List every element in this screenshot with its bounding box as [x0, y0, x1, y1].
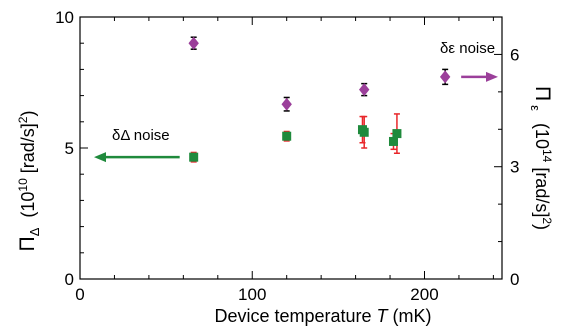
annotation-arrowhead	[486, 71, 498, 82]
y-right-tick-label: 0	[510, 270, 519, 289]
x-tick-label: 100	[238, 285, 266, 304]
plot-border	[79, 16, 503, 280]
error-bars	[190, 36, 449, 163]
data-point-diamond	[439, 70, 451, 84]
data-point-square	[388, 136, 398, 146]
annotations: δε noise δΔ noise	[94, 40, 498, 163]
x-tick-label: 0	[75, 285, 84, 304]
y-left-tick-label: 0	[65, 270, 74, 289]
y-left-tick-label: 10	[55, 8, 74, 27]
data-point-square	[282, 131, 292, 141]
annotation-arrowhead	[94, 152, 106, 163]
x-axis-label: Device temperature T (mK)	[214, 306, 431, 326]
data-point-diamond	[188, 36, 199, 50]
y-left-tick-label: 5	[65, 139, 74, 158]
annotation-label: δΔ noise	[112, 127, 170, 144]
data-point-square	[392, 129, 402, 139]
y-right-tick-label: 6	[510, 45, 519, 64]
right-y-axis-label: Πε(1014 [rad/s]2)	[528, 86, 554, 230]
y-right-tick-label: 3	[510, 158, 519, 177]
data-markers	[188, 36, 451, 162]
data-point-diamond	[359, 83, 370, 97]
data-point-square	[189, 152, 199, 162]
x-tick-label: 200	[410, 285, 438, 304]
plot-frame	[79, 16, 503, 280]
annotation-label: δε noise	[440, 40, 495, 57]
data-point-diamond	[281, 97, 292, 111]
data-point-square	[359, 127, 369, 137]
left-y-axis-label: ΠΔ(1010 [rad/s]2)	[16, 111, 42, 252]
